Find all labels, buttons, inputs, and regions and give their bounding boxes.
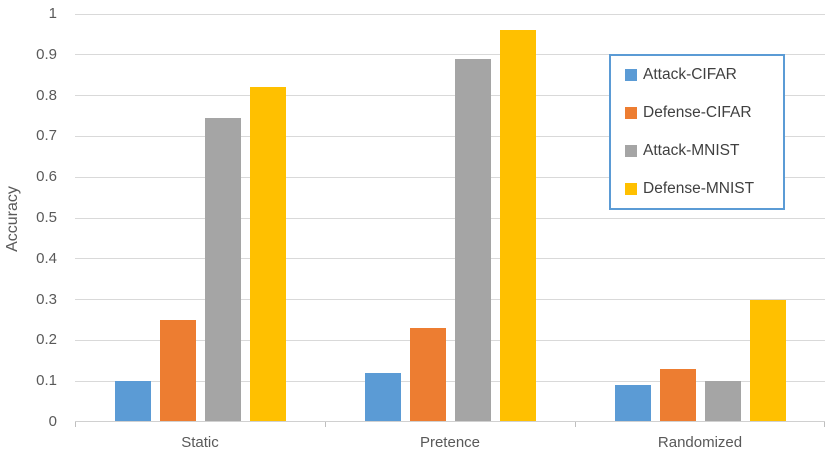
y-tick-label: 0.4 [36, 249, 57, 267]
x-category-label: Randomized [657, 434, 743, 451]
gridline [75, 299, 825, 301]
gridline [75, 176, 825, 178]
bar-attack-mnist-randomized [704, 381, 741, 421]
x-axis-category-labels: Static Pretence Randomized [75, 434, 825, 456]
bar-defense-mnist-static [249, 87, 286, 421]
y-tick-label: 0.5 [36, 209, 57, 226]
bar-defense-mnist-randomized [749, 299, 786, 421]
legend-item: Attack-MNIST [625, 142, 783, 160]
bar-defense-cifar-static [159, 320, 196, 421]
legend-swatch-icon [625, 183, 637, 195]
x-axis-tick [75, 422, 76, 427]
legend-swatch-icon [625, 69, 637, 81]
bar-defense-cifar-pretence [409, 328, 446, 421]
legend-item-label: Defense-CIFAR [643, 104, 752, 121]
y-tick-label: 0.1 [36, 372, 57, 390]
bar-defense-mnist-pretence [499, 30, 536, 421]
legend-item-label: Attack-MNIST [643, 142, 740, 159]
plot-area [75, 13, 825, 427]
bar-attack-mnist-static [204, 118, 241, 421]
x-axis-tick [574, 422, 576, 427]
gridline [75, 95, 825, 97]
legend-item-label: Defense-MNIST [643, 180, 755, 197]
bar-defense-cifar-randomized [659, 368, 696, 421]
x-axis-tick [324, 422, 326, 427]
x-axis-tick [824, 422, 825, 427]
legend-item-label: Attack-CIFAR [643, 66, 737, 83]
gridline [75, 135, 825, 137]
gridline [75, 258, 825, 260]
y-tick-label: 0.6 [36, 168, 57, 186]
y-tick-label: 0.3 [36, 290, 57, 308]
gridline [75, 339, 825, 341]
gridline [75, 217, 825, 219]
y-axis-tick-labels: 0 0.1 0.2 0.3 0.4 0.5 0.6 0.7 0.8 0.9 1 [0, 0, 57, 458]
x-category-label: Pretence [419, 434, 481, 451]
x-category-label: Static [181, 434, 219, 451]
gridline [75, 13, 825, 15]
bar-attack-cifar-randomized [614, 385, 651, 421]
legend: Attack-CIFAR Defense-CIFAR Attack-MNIST Def… [609, 54, 785, 210]
bar-attack-mnist-pretence [454, 58, 491, 421]
gridline [75, 54, 825, 56]
legend-item: Defense-CIFAR [625, 104, 783, 122]
bar-attack-cifar-pretence [364, 373, 401, 421]
gridline [75, 380, 825, 382]
y-tick-label: 0 [48, 413, 57, 430]
legend-swatch-icon [625, 107, 637, 119]
legend-swatch-icon [625, 145, 637, 157]
y-tick-label: 0.2 [36, 331, 57, 349]
y-tick-label: 1 [48, 5, 57, 22]
legend-item: Attack-CIFAR [625, 66, 783, 84]
y-tick-label: 0.8 [36, 86, 57, 104]
legend-item: Defense-MNIST [625, 180, 783, 198]
y-tick-label: 0.7 [36, 127, 57, 145]
bar-attack-cifar-static [114, 381, 151, 421]
x-axis-line [75, 421, 825, 422]
y-tick-label: 0.9 [36, 45, 57, 63]
